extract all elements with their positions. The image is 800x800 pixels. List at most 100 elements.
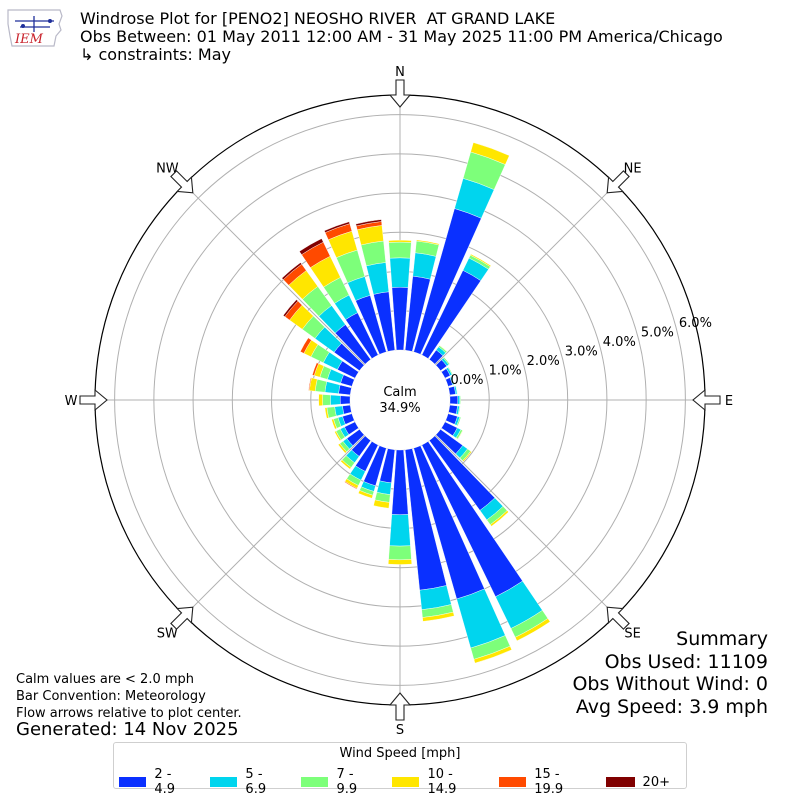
bar-segment [470,253,492,267]
bar-segment [337,443,347,454]
legend-label: 15 - 19.9 [534,767,564,797]
iem-logo: IEM [6,6,64,52]
radial-tick-label: 3.0% [565,344,598,359]
chart-title-block: Windrose Plot for [PENO2] NEOSHO RIVER A… [80,10,723,64]
flow-arrow-icon [606,170,630,194]
bar-segment [312,362,319,376]
direction-label: NE [624,161,642,176]
bar-segment [344,481,358,490]
legend-swatch [210,777,238,787]
legend-swatch [119,777,147,787]
bar-segment [376,480,392,495]
bar-segment [299,238,324,255]
flow-arrow-icon [170,170,194,194]
bar-segment [459,395,461,405]
bar-segment [366,262,390,295]
radial-tick-label: 6.0% [679,316,712,331]
calm-center [350,350,450,450]
bar-segment [342,404,352,415]
legend-item: 10 - 14.9 [392,767,483,797]
bar-segment [457,395,461,405]
bar-segment [388,239,412,243]
bar-segment [389,257,411,288]
bar-segment [308,377,312,391]
legend-label: 7 - 9.9 [336,767,358,797]
bar-segment [449,395,459,405]
flow-arrow-icon [692,388,721,412]
bar-segment [391,287,409,351]
bar-segment [388,241,412,259]
bar-segment [322,394,331,406]
calm-label: Calm [383,385,416,400]
grid-spoke [183,399,401,617]
legend: Wind Speed [mph] 2 - 4.9 5 - 6.9 7 - 9.9 10… [113,742,687,797]
bar-segment [447,366,454,376]
legend-item: 2 - 4.9 [119,767,194,797]
summary-heading: Summary [676,628,768,650]
legend-label: 20+ [642,774,670,790]
flow-arrow-icon [170,606,194,630]
bar-segment [439,344,448,352]
flow-arrow-icon [388,692,412,721]
grid-spoke [183,183,401,401]
grid-spoke [399,399,617,617]
bar-segment [416,239,440,246]
direction-label: SE [624,627,640,642]
summary-avg-speed: Avg Speed: 3.9 mph [575,695,768,718]
legend-item: 7 - 9.9 [301,767,376,797]
bar-segment [457,430,464,440]
radial-tick-label: 4.0% [603,335,636,350]
bar-segment [388,559,412,565]
legend-items: 2 - 4.9 5 - 6.9 7 - 9.9 10 - 14.9 15 - 19.9 2… [119,767,686,797]
iowa-map-logo: IEM [7,9,63,47]
radial-tick-label: 0.0% [451,373,484,388]
bar-segment [318,393,323,407]
bar-segment [331,418,338,430]
bar-convention-note: Bar Convention: Meteorology [16,689,206,704]
bar-segment [473,645,512,664]
radial-tick-label: 5.0% [641,325,674,340]
bar-segment [391,449,409,515]
bar-segment [389,514,411,547]
direction-label: NW [156,161,179,176]
flow-arrow-icon [606,606,630,630]
bar-segment [358,490,374,499]
direction-label: N [395,65,405,80]
legend-item: 20+ [605,767,670,797]
bar-segment [489,510,509,527]
direction-label: W [65,394,78,409]
summary-obs-used: Obs Used: 11109 [604,650,768,673]
chart-date-range: Obs Between: 01 May 2011 12:00 AM - 31 M… [80,27,723,46]
bar-segment [324,407,329,419]
bar-segment [462,450,472,462]
bar-segment [442,357,450,365]
direction-label: S [396,723,404,738]
bar-segment [334,430,342,442]
bar-segment [338,384,352,396]
flow-arrow-icon [79,388,108,412]
bar-segment [360,240,387,267]
legend-label: 2 - 4.9 [154,767,176,797]
bar-segment [355,219,382,227]
legend-swatch [498,777,527,787]
chart-title: Windrose Plot for [PENO2] NEOSHO RIVER A… [80,9,556,28]
logo-text: IEM [14,32,44,47]
legend-swatch [392,777,420,787]
bar-segment [324,221,351,233]
bar-segment [340,459,352,470]
generated-date: Generated: 14 Nov 2025 [16,719,239,740]
bar-segment [282,299,299,317]
bar-segment [422,611,455,622]
bar-segment [324,381,341,394]
legend-label: 5 - 6.9 [245,767,267,797]
bar-segment [373,499,390,509]
legend-title: Wind Speed [mph] [339,746,461,761]
calm-value: 34.9% [379,401,420,416]
flow-note: Flow arrows relative to plot center. [16,706,242,721]
bar-segment [455,385,458,395]
bar-segment [300,337,312,354]
calm-note: Calm values are < 2.0 mph [16,672,195,687]
chart-notes: Calm values are < 2.0 mph Bar Convention… [16,671,242,722]
direction-label: SW [157,627,178,642]
